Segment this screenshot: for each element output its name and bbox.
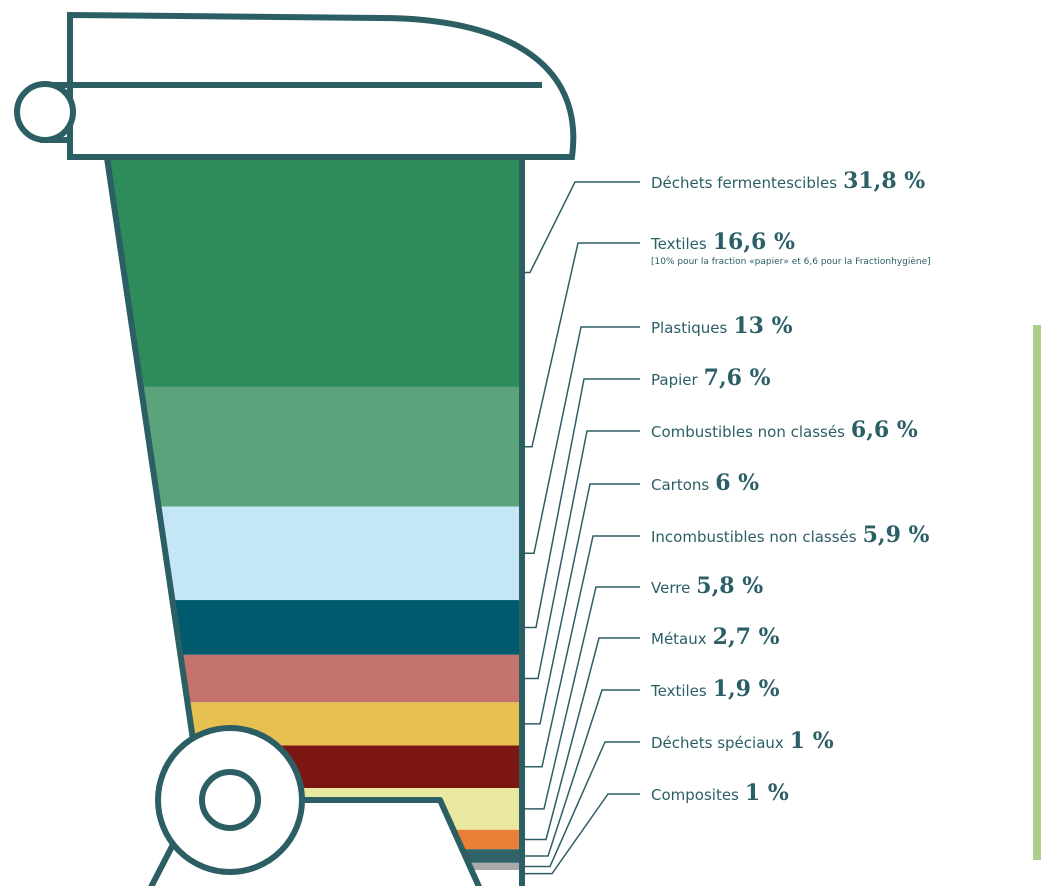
value-label: 31,8 % — [843, 168, 925, 194]
value-label: 6 % — [715, 470, 759, 496]
leader-line — [525, 637, 640, 841]
category-name: Textiles — [650, 682, 707, 700]
leader-line — [525, 535, 640, 768]
segment — [107, 386, 522, 507]
label: Incombustibles non classés 5,9 % — [651, 522, 930, 548]
category-name: Métaux — [651, 630, 707, 648]
label: Déchets fermentescibles 31,8 % — [651, 168, 925, 194]
category-name: Composites — [651, 786, 739, 804]
bin-outline — [14, 11, 577, 886]
category-name: Déchets spéciaux — [651, 734, 784, 752]
label: Textiles 16,6 % — [650, 229, 795, 255]
annotation: [10% pour la fraction «papier» et 6,6 po… — [651, 256, 931, 267]
label: Déchets spéciaux 1 % — [651, 728, 834, 754]
value-label: 6,6 % — [851, 417, 918, 443]
leader-line — [525, 181, 640, 274]
value-label: 7,6 % — [704, 365, 771, 391]
value-label: 16,6 % — [713, 229, 795, 255]
value-label: 2,7 % — [713, 624, 780, 650]
label: Verre 5,8 % — [651, 573, 763, 599]
value-label: 1,9 % — [713, 676, 780, 702]
category-name: Déchets fermentescibles — [651, 174, 837, 192]
leader-line — [525, 793, 640, 875]
category-name: Cartons — [651, 476, 709, 494]
value-label: 1 % — [790, 728, 834, 754]
leader-line — [525, 741, 640, 868]
segment — [107, 654, 522, 703]
leader-line — [525, 326, 640, 555]
leader-line — [525, 378, 640, 629]
leader-line — [525, 430, 640, 680]
category-name: Textiles — [650, 235, 707, 253]
category-name: Papier — [651, 371, 698, 389]
category-name: Plastiques — [651, 319, 728, 337]
leader-line — [525, 242, 640, 448]
label: Papier 7,6 % — [651, 365, 771, 391]
label: Textiles 1,9 % — [650, 676, 780, 702]
leader-line — [525, 586, 640, 810]
side-bar — [1033, 325, 1041, 860]
segment — [107, 600, 522, 655]
category-name: Incombustibles non classés — [651, 528, 857, 546]
value-label: 5,9 % — [863, 522, 930, 548]
label: Combustibles non classés 6,6 % — [651, 417, 918, 443]
category-name: Verre — [651, 579, 690, 597]
value-label: 5,8 % — [696, 573, 763, 599]
segment — [107, 158, 522, 387]
label: Cartons 6 % — [651, 470, 759, 496]
category-name: Combustibles non classés — [651, 423, 845, 441]
value-label: 1 % — [745, 780, 789, 806]
label: Composites 1 % — [651, 780, 789, 806]
leader-line — [525, 483, 640, 725]
value-label: 13 % — [733, 313, 792, 339]
label: Plastiques 13 % — [651, 313, 793, 339]
leader-line — [525, 689, 640, 857]
segment — [107, 506, 522, 601]
label: Métaux 2,7 % — [651, 624, 780, 650]
segment — [107, 702, 522, 746]
